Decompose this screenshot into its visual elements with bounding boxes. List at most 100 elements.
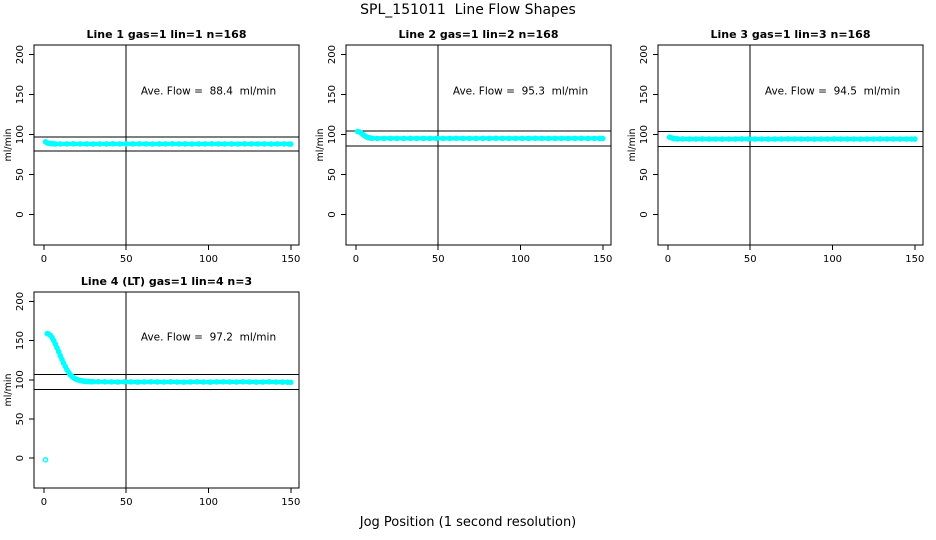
data-point: [908, 136, 915, 142]
x-tick-label: 50: [120, 497, 133, 508]
data-point: [169, 140, 176, 147]
data-point: [128, 379, 134, 385]
data-point: [578, 135, 585, 142]
y-tick-label: 150: [15, 331, 26, 350]
data-point: [233, 379, 240, 385]
data-point: [772, 136, 778, 142]
data-point: [110, 140, 116, 147]
data-point: [499, 135, 506, 142]
data-point: [479, 135, 486, 142]
data-point: [195, 141, 202, 147]
data-point: [149, 141, 156, 147]
data-point: [811, 136, 818, 142]
data-point: [102, 378, 108, 385]
data-point: [525, 135, 532, 142]
data-point: [108, 379, 115, 385]
data-point: [785, 136, 791, 142]
panel-title: Line 1 gas=1 lin=1 n=168: [86, 28, 246, 41]
data-point: [116, 141, 123, 147]
data-point: [765, 136, 772, 142]
data-point: [539, 135, 545, 142]
x-tick-label: 150: [593, 254, 612, 265]
data-point: [600, 135, 606, 142]
y-tick-label: 150: [639, 85, 650, 104]
data-point: [222, 141, 228, 147]
data-point: [870, 136, 877, 142]
data-point: [227, 379, 233, 385]
x-tick-label: 0: [41, 497, 47, 508]
data-point: [141, 379, 148, 385]
data-point: [596, 135, 603, 142]
y-axis-label: ml/min: [627, 128, 638, 161]
plot-box: [345, 44, 612, 246]
data-point: [726, 136, 732, 142]
y-tick-label: 100: [327, 125, 338, 144]
data-point: [57, 141, 64, 147]
data-point: [591, 135, 598, 142]
data-point: [246, 379, 253, 385]
ave-flow-annotation: Ave. Flow = 95.3 ml/min: [453, 86, 588, 98]
data-point: [805, 136, 811, 142]
data-point: [64, 141, 70, 147]
y-tick-label: 50: [15, 413, 26, 426]
figure-title: SPL_151011 Line Flow Shapes: [360, 2, 576, 18]
data-point: [512, 135, 519, 142]
data-point: [890, 136, 897, 142]
data-point: [284, 379, 291, 386]
data-point: [400, 135, 407, 142]
data-point: [115, 379, 121, 385]
y-tick-label: 0: [327, 211, 338, 217]
x-tick-label: 0: [41, 254, 47, 265]
data-point: [70, 140, 77, 147]
data-point: [732, 136, 739, 142]
data-point: [585, 135, 591, 142]
data-point: [255, 141, 261, 147]
panel-title: Line 4 (LT) gas=1 lin=4 n=3: [81, 275, 252, 288]
x-tick-label: 150: [281, 497, 300, 508]
y-tick-label: 50: [639, 168, 650, 181]
data-point: [912, 136, 918, 142]
data-point: [97, 141, 103, 147]
y-tick-label: 50: [15, 168, 26, 181]
x-tick-label: 100: [199, 254, 218, 265]
data-point: [897, 136, 903, 142]
x-tick-label: 50: [744, 254, 757, 265]
data-point: [752, 136, 758, 142]
y-tick-label: 0: [639, 211, 650, 217]
data-point: [453, 135, 460, 142]
data-point: [103, 141, 110, 147]
panel-1: 0 50 100 150 0 50 100 150 200 Line 1 gas=1 lin=1 …: [3, 28, 300, 265]
data-point: [268, 141, 274, 147]
data-point: [213, 379, 220, 385]
data-point: [189, 141, 195, 147]
data-point: [420, 135, 427, 142]
data-point: [261, 141, 268, 147]
y-axis-label: ml/min: [3, 373, 14, 406]
data-point: [778, 136, 785, 142]
panel-4: 0 50 100 150 0 50 100 150 200 Line 4 (LT) gas=1 l…: [3, 275, 300, 508]
data-point: [466, 135, 473, 142]
data-series-band: [45, 331, 293, 385]
data-point: [387, 135, 394, 142]
data-point: [572, 135, 578, 142]
data-point: [202, 141, 208, 147]
data-point: [433, 135, 440, 142]
data-point: [565, 135, 572, 142]
y-tick-label: 150: [327, 85, 338, 104]
x-tick-label: 150: [281, 254, 300, 265]
data-point: [758, 136, 765, 142]
data-point: [143, 141, 149, 147]
data-point: [240, 378, 246, 385]
data-point: [154, 379, 161, 385]
data-point: [903, 136, 910, 142]
data-point: [273, 379, 279, 385]
data-point: [274, 141, 281, 147]
data-point: [207, 379, 213, 385]
data-point: [532, 135, 539, 142]
data-point: [381, 135, 387, 142]
y-axis-label: ml/min: [315, 128, 326, 161]
x-tick-label: 0: [353, 254, 359, 265]
data-point: [699, 136, 706, 142]
data-point: [739, 136, 745, 142]
data-point: [745, 136, 752, 142]
